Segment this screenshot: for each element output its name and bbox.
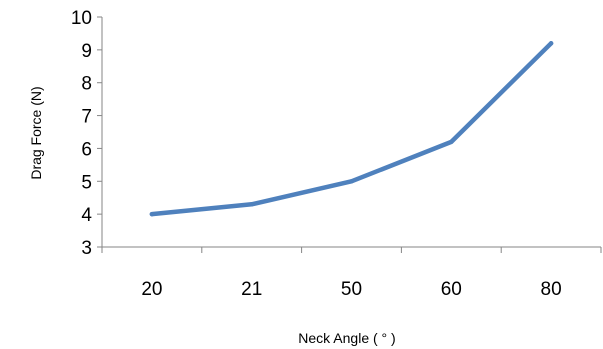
y-tick-label: 10 — [71, 8, 92, 29]
data-point — [149, 211, 155, 217]
y-tick-label: 6 — [81, 139, 92, 160]
x-tick-label: 21 — [241, 279, 262, 300]
data-point — [548, 41, 554, 46]
series-layer — [149, 41, 554, 217]
x-tick-label: 50 — [341, 279, 362, 300]
series-line — [149, 41, 554, 217]
y-axis: 3 4 5 6 7 8 9 10 — [71, 8, 103, 259]
y-tick-label: 4 — [81, 205, 92, 226]
y-tick-label: 9 — [81, 41, 92, 62]
data-point — [449, 139, 454, 145]
y-ticks: 3 4 5 6 7 8 9 10 — [71, 8, 102, 259]
x-ticks: 20 21 50 60 80 — [101, 247, 602, 300]
data-point — [249, 202, 254, 207]
x-tick-label: 80 — [541, 279, 562, 300]
x-tick-label: 20 — [141, 279, 162, 300]
y-axis-title: Drag Force (N) — [28, 86, 44, 179]
x-axis: 20 21 50 60 80 — [101, 246, 602, 300]
y-tick-label: 8 — [81, 74, 92, 95]
x-axis-title: Neck Angle ( ° ) — [298, 330, 395, 346]
y-tick-label: 5 — [81, 172, 92, 193]
y-tick-label: 7 — [81, 107, 92, 128]
data-point — [349, 179, 354, 184]
y-tick-label: 3 — [81, 238, 92, 259]
x-tick-label: 60 — [441, 279, 462, 300]
